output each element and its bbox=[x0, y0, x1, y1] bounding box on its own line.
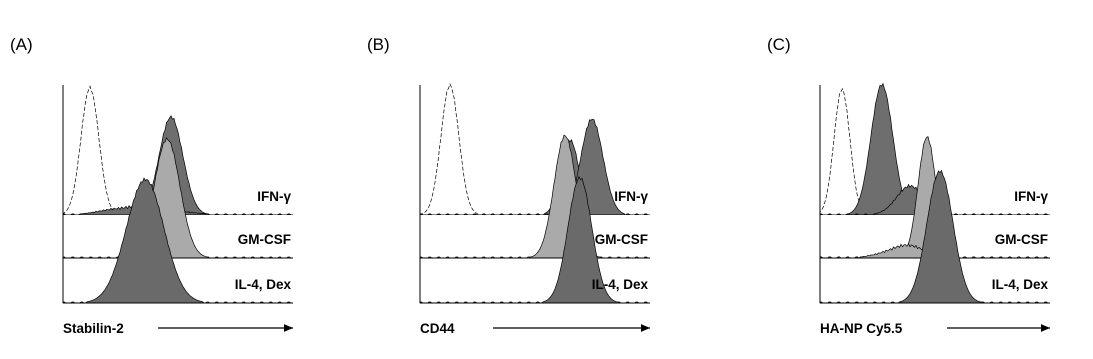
track-bg bbox=[420, 215, 651, 258]
track-label: GM-CSF bbox=[995, 232, 1048, 247]
track-label: IFN-γ bbox=[1014, 189, 1048, 204]
axis-label: CD44 bbox=[420, 321, 455, 336]
track-label: IFN-γ bbox=[614, 189, 648, 204]
track-bg bbox=[420, 260, 651, 303]
track-label: IL-4, Dex bbox=[992, 277, 1049, 292]
axis-label: HA-NP Cy5.5 bbox=[820, 321, 903, 336]
panel-label: (A) bbox=[10, 35, 33, 54]
track-label: IL-4, Dex bbox=[592, 277, 649, 292]
track-label: IFN-γ bbox=[257, 189, 291, 204]
panel-label: (B) bbox=[367, 35, 390, 54]
track-label: IL-4, Dex bbox=[235, 277, 292, 292]
panel-label: (C) bbox=[767, 35, 791, 54]
track-label: GM-CSF bbox=[238, 232, 291, 247]
track-label: GM-CSF bbox=[595, 232, 648, 247]
axis-label: Stabilin-2 bbox=[63, 321, 124, 336]
